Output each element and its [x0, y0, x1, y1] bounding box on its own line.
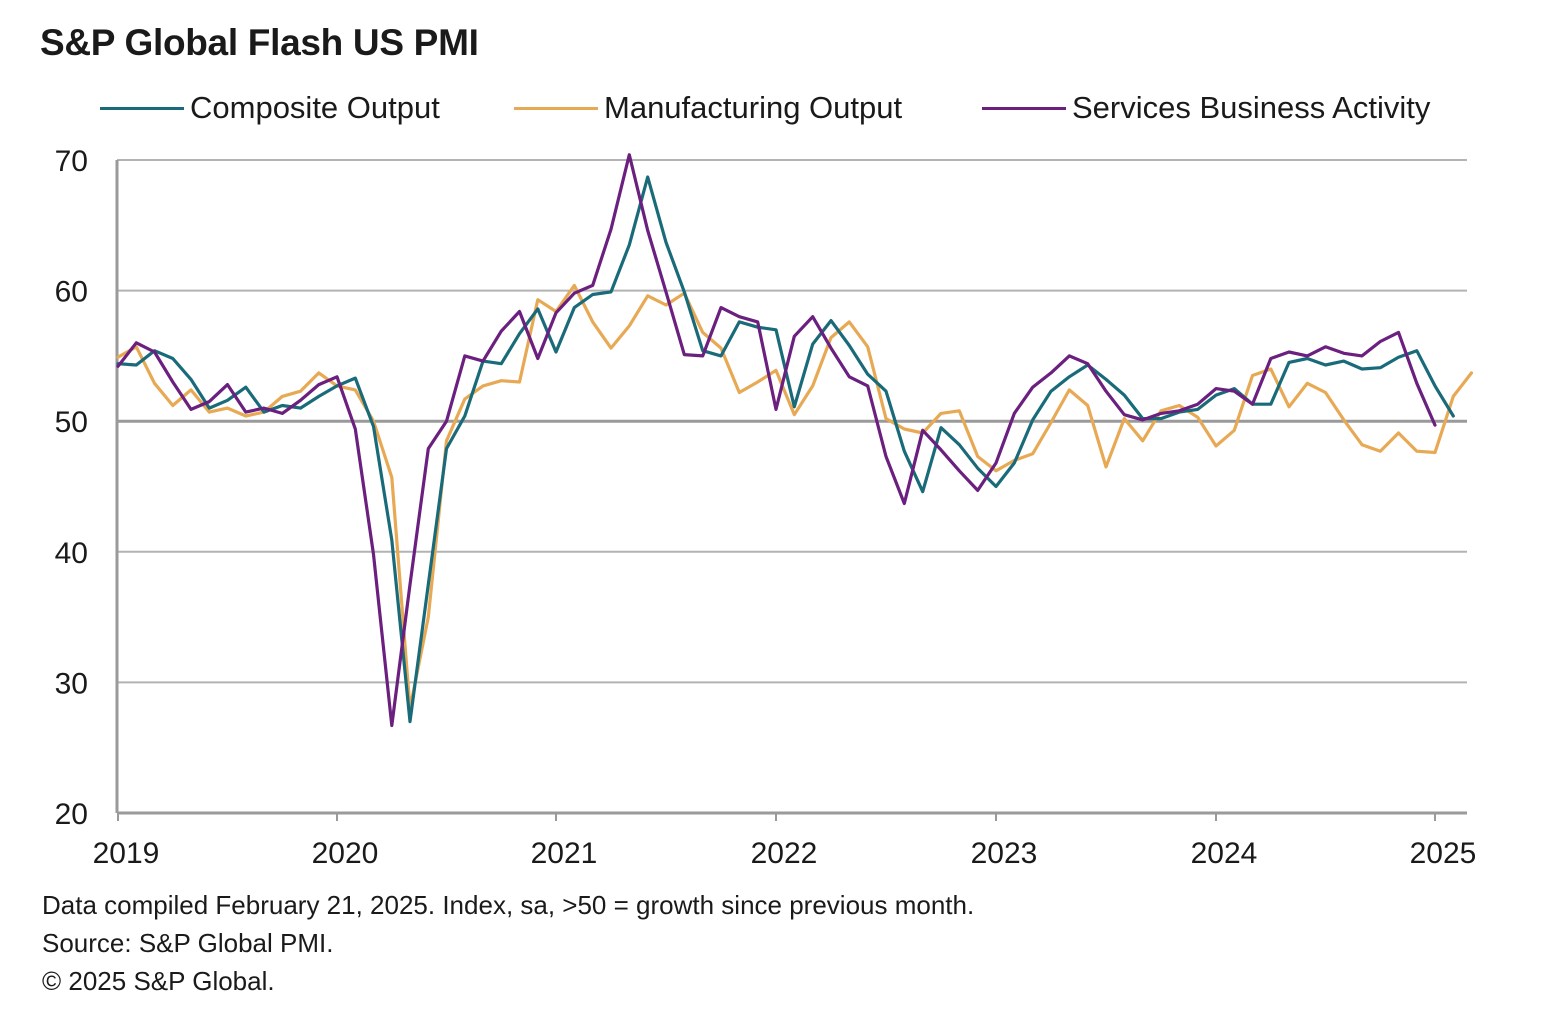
- legend-swatch-services: [982, 106, 1066, 110]
- footnote-copyright: © 2025 S&P Global.: [42, 966, 275, 996]
- y-tick-label: 60: [55, 276, 88, 309]
- footnote-source: Source: S&P Global PMI.: [42, 928, 334, 958]
- chart-legend: Composite Output Manufacturing Output Se…: [0, 88, 1542, 128]
- axis-layer: [115, 160, 1467, 821]
- x-tick-label: 2023: [971, 837, 1038, 870]
- series-line-services-business-activity: [116, 153, 1437, 728]
- x-tick-label: 2024: [1191, 837, 1258, 870]
- tick-label-layer: 20 30 40 50 60 70 2019 2020 2021 2022 2023 2024 2025: [55, 145, 1477, 870]
- chart-title: S&P Global Flash US PMI: [40, 22, 479, 63]
- x-tick-label: 2020: [312, 837, 379, 870]
- x-tick-label: 2021: [531, 837, 598, 870]
- grid-layer: [117, 159, 1467, 684]
- legend-item-composite: Composite Output: [100, 88, 440, 128]
- y-tick-label: 70: [55, 145, 88, 178]
- legend-item-manufacturing: Manufacturing Output: [514, 88, 902, 128]
- y-tick-label: 20: [55, 798, 88, 831]
- x-tick-label: 2019: [93, 837, 160, 870]
- legend-label-services: Services Business Activity: [1072, 90, 1431, 125]
- y-tick-label: 40: [55, 537, 88, 570]
- series-line-manufacturing-output: [116, 283, 1474, 711]
- y-tick-label: 50: [55, 406, 88, 439]
- footnote-data-compiled: Data compiled February 21, 2025. Index, …: [42, 890, 975, 920]
- series-layer: [116, 153, 1474, 728]
- x-tick-label: 2022: [751, 837, 818, 870]
- series-line-composite-output: [116, 175, 1455, 724]
- legend-item-services: Services Business Activity: [982, 88, 1430, 128]
- legend-label-composite: Composite Output: [190, 90, 440, 125]
- legend-swatch-composite: [100, 106, 184, 110]
- legend-swatch-manufacturing: [514, 106, 598, 110]
- legend-label-manufacturing: Manufacturing Output: [604, 90, 903, 125]
- y-tick-label: 30: [55, 667, 88, 700]
- chart-plot: 20 30 40 50 60 70 2019 2020 2021 2022 2023 2024 2025: [55, 145, 1477, 870]
- x-tick-label: 2025: [1410, 837, 1477, 870]
